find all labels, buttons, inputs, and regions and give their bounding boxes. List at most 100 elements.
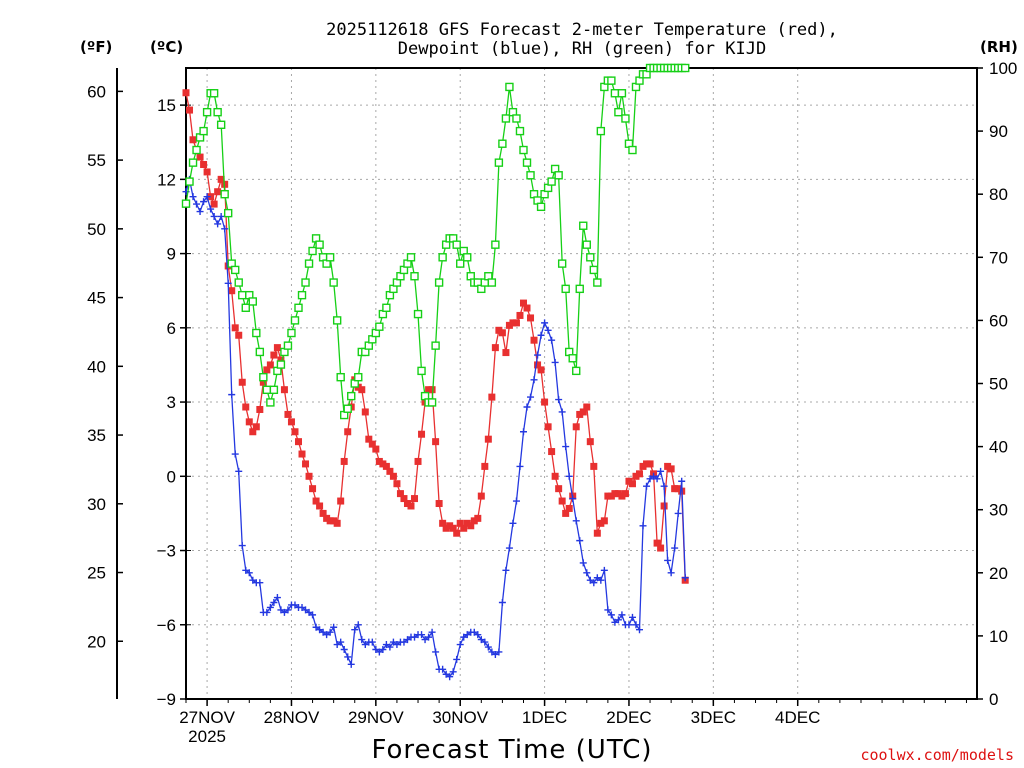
dewpoint-point <box>273 594 281 602</box>
temperature-point <box>653 539 661 547</box>
temperature-point <box>600 517 608 525</box>
dewpoint-point <box>537 331 545 339</box>
dewpoint-point <box>411 633 419 641</box>
dewpoint-point <box>330 623 338 631</box>
dewpoint-point <box>242 566 250 574</box>
temperature-point <box>636 470 644 478</box>
dewpoint-point <box>203 193 211 201</box>
dewpoint-point <box>456 641 464 649</box>
temperature-point <box>628 480 636 488</box>
rh-point <box>607 76 616 85</box>
rh-point <box>238 290 247 300</box>
rh-point <box>308 246 317 256</box>
temperature-point <box>249 428 257 436</box>
temperature-point <box>646 460 654 468</box>
rh-point <box>593 278 602 287</box>
temperature-point <box>302 460 310 468</box>
dewpoint-point <box>418 631 426 639</box>
dewpoint-point <box>277 606 285 614</box>
temperature-point <box>400 495 408 503</box>
dewpoint-point <box>228 391 236 399</box>
dewpoint-point <box>505 544 513 552</box>
celsius-unit-label: (ºC) <box>150 38 183 56</box>
temperature-point <box>467 522 475 530</box>
rh-point <box>505 82 514 92</box>
rh-point <box>628 145 637 155</box>
rh-point <box>498 139 507 148</box>
temperature-point <box>639 462 647 470</box>
temperature-point <box>323 514 331 522</box>
temperature-point <box>463 519 471 527</box>
temperature-point <box>607 492 615 500</box>
rh-tick-label: 40 <box>989 438 1008 457</box>
temperature-point <box>544 423 552 431</box>
dewpoint-point <box>372 646 380 654</box>
fahrenheit-tick-label: 35 <box>87 426 106 445</box>
rh-point <box>438 253 447 262</box>
dewpoint-point <box>527 393 535 401</box>
celsius-tick-label: 0 <box>167 467 176 486</box>
rh-point <box>259 372 268 382</box>
dewpoint-point <box>449 668 457 676</box>
dewpoint-point <box>263 608 271 616</box>
temperature-point <box>502 349 510 357</box>
rh-point <box>434 278 444 287</box>
series-layer <box>181 63 690 681</box>
temperature-point <box>379 460 387 468</box>
temperature-point <box>298 450 306 458</box>
dewpoint-point <box>344 653 352 661</box>
dewpoint-point <box>660 482 668 490</box>
dewpoint-point <box>386 643 394 651</box>
temperature-point <box>484 435 492 443</box>
temperature-point <box>418 430 426 438</box>
temperature-point <box>625 477 633 485</box>
dewpoint-point <box>678 477 686 485</box>
rh-point <box>297 290 307 300</box>
rh-tick-label: 10 <box>989 627 1008 646</box>
dewpoint-point <box>196 208 204 216</box>
temperature-point <box>316 502 324 510</box>
rh-tick-label: 0 <box>989 690 998 709</box>
temperature-point <box>530 336 538 344</box>
dewpoint-point <box>576 537 584 545</box>
temperature-point <box>245 418 253 426</box>
rh-point <box>375 322 384 331</box>
rh-tick-label: 100 <box>989 59 1017 78</box>
temperature-point <box>326 517 334 525</box>
dewpoint-point <box>425 633 433 641</box>
dewpoint-point <box>270 598 278 606</box>
dewpoint-point <box>607 611 615 619</box>
temperature-point <box>340 457 348 465</box>
temperature-point <box>474 514 482 522</box>
temperature-point <box>273 344 281 352</box>
dewpoint-point <box>337 638 345 646</box>
dewpoint-point <box>477 636 485 644</box>
temperature-point <box>305 472 313 480</box>
rh-point <box>512 114 521 123</box>
temperature-point <box>389 472 397 480</box>
temperature-point <box>200 161 208 169</box>
dewpoint-point <box>474 631 482 639</box>
temperature-point <box>280 386 288 394</box>
rh-tick-label: 60 <box>989 311 1008 330</box>
temperature-point <box>488 393 496 401</box>
temperature-point <box>579 408 587 416</box>
dewpoint-point <box>231 450 239 458</box>
rh-point <box>343 404 352 413</box>
dewpoint-point <box>614 616 622 624</box>
temperature-point <box>576 410 584 418</box>
series-dewpoint <box>182 175 689 681</box>
dewpoint-point <box>636 626 644 634</box>
dewpoint-point <box>530 376 538 384</box>
plot-frame <box>185 67 978 700</box>
x-tick-label: 29NOV <box>348 708 404 727</box>
rh-point <box>315 240 324 249</box>
fahrenheit-tick-label: 60 <box>87 82 106 101</box>
rh-point <box>501 114 511 123</box>
temperature-point <box>597 519 605 527</box>
rh-point <box>617 89 627 98</box>
temperature-point <box>583 403 591 411</box>
dewpoint-point <box>502 566 510 574</box>
rh-point <box>557 259 567 268</box>
dewpoint-point <box>358 636 366 644</box>
